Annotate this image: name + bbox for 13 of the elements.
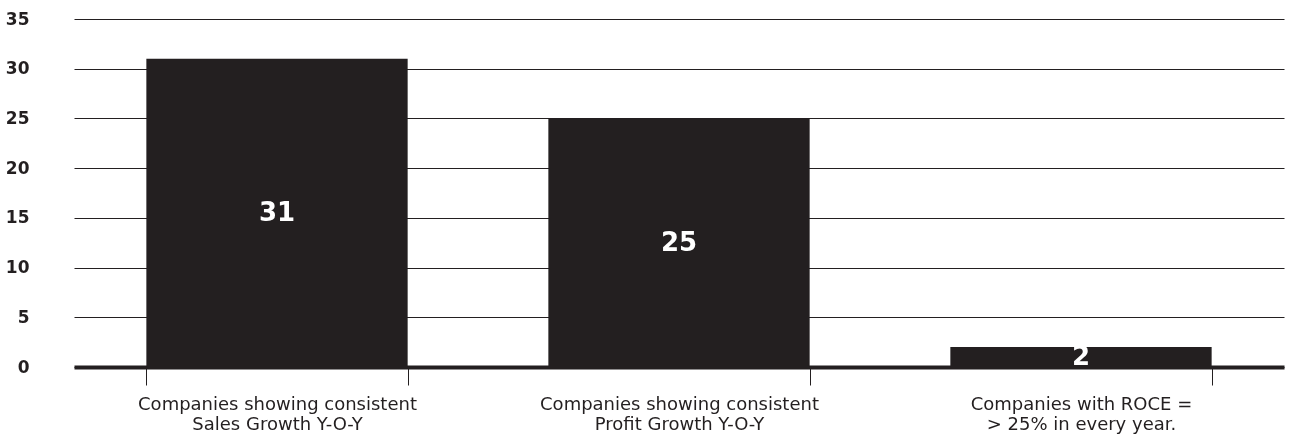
y-tick-label: 20 [5,157,30,178]
x-tick-label: Companies with ROCE = > 25% in every year. [970,392,1193,434]
y-tick-label: 30 [5,58,30,79]
y-tick-label: 35 [5,8,30,29]
y-tick-label: 15 [5,207,30,228]
data-label: 31 [258,196,296,227]
x-tick-label: Companies showing consistent Sales Growth Y-O-Y [138,392,417,434]
x-tick-label: Companies showing consistent Profit Growth Y-O-Y [540,392,819,434]
y-tick-label: 10 [5,257,30,278]
y-tick-label: 25 [5,107,30,128]
data-label: 25 [660,226,698,257]
y-tick-label: 0 [17,356,30,377]
y-tick-label: 5 [17,306,30,327]
